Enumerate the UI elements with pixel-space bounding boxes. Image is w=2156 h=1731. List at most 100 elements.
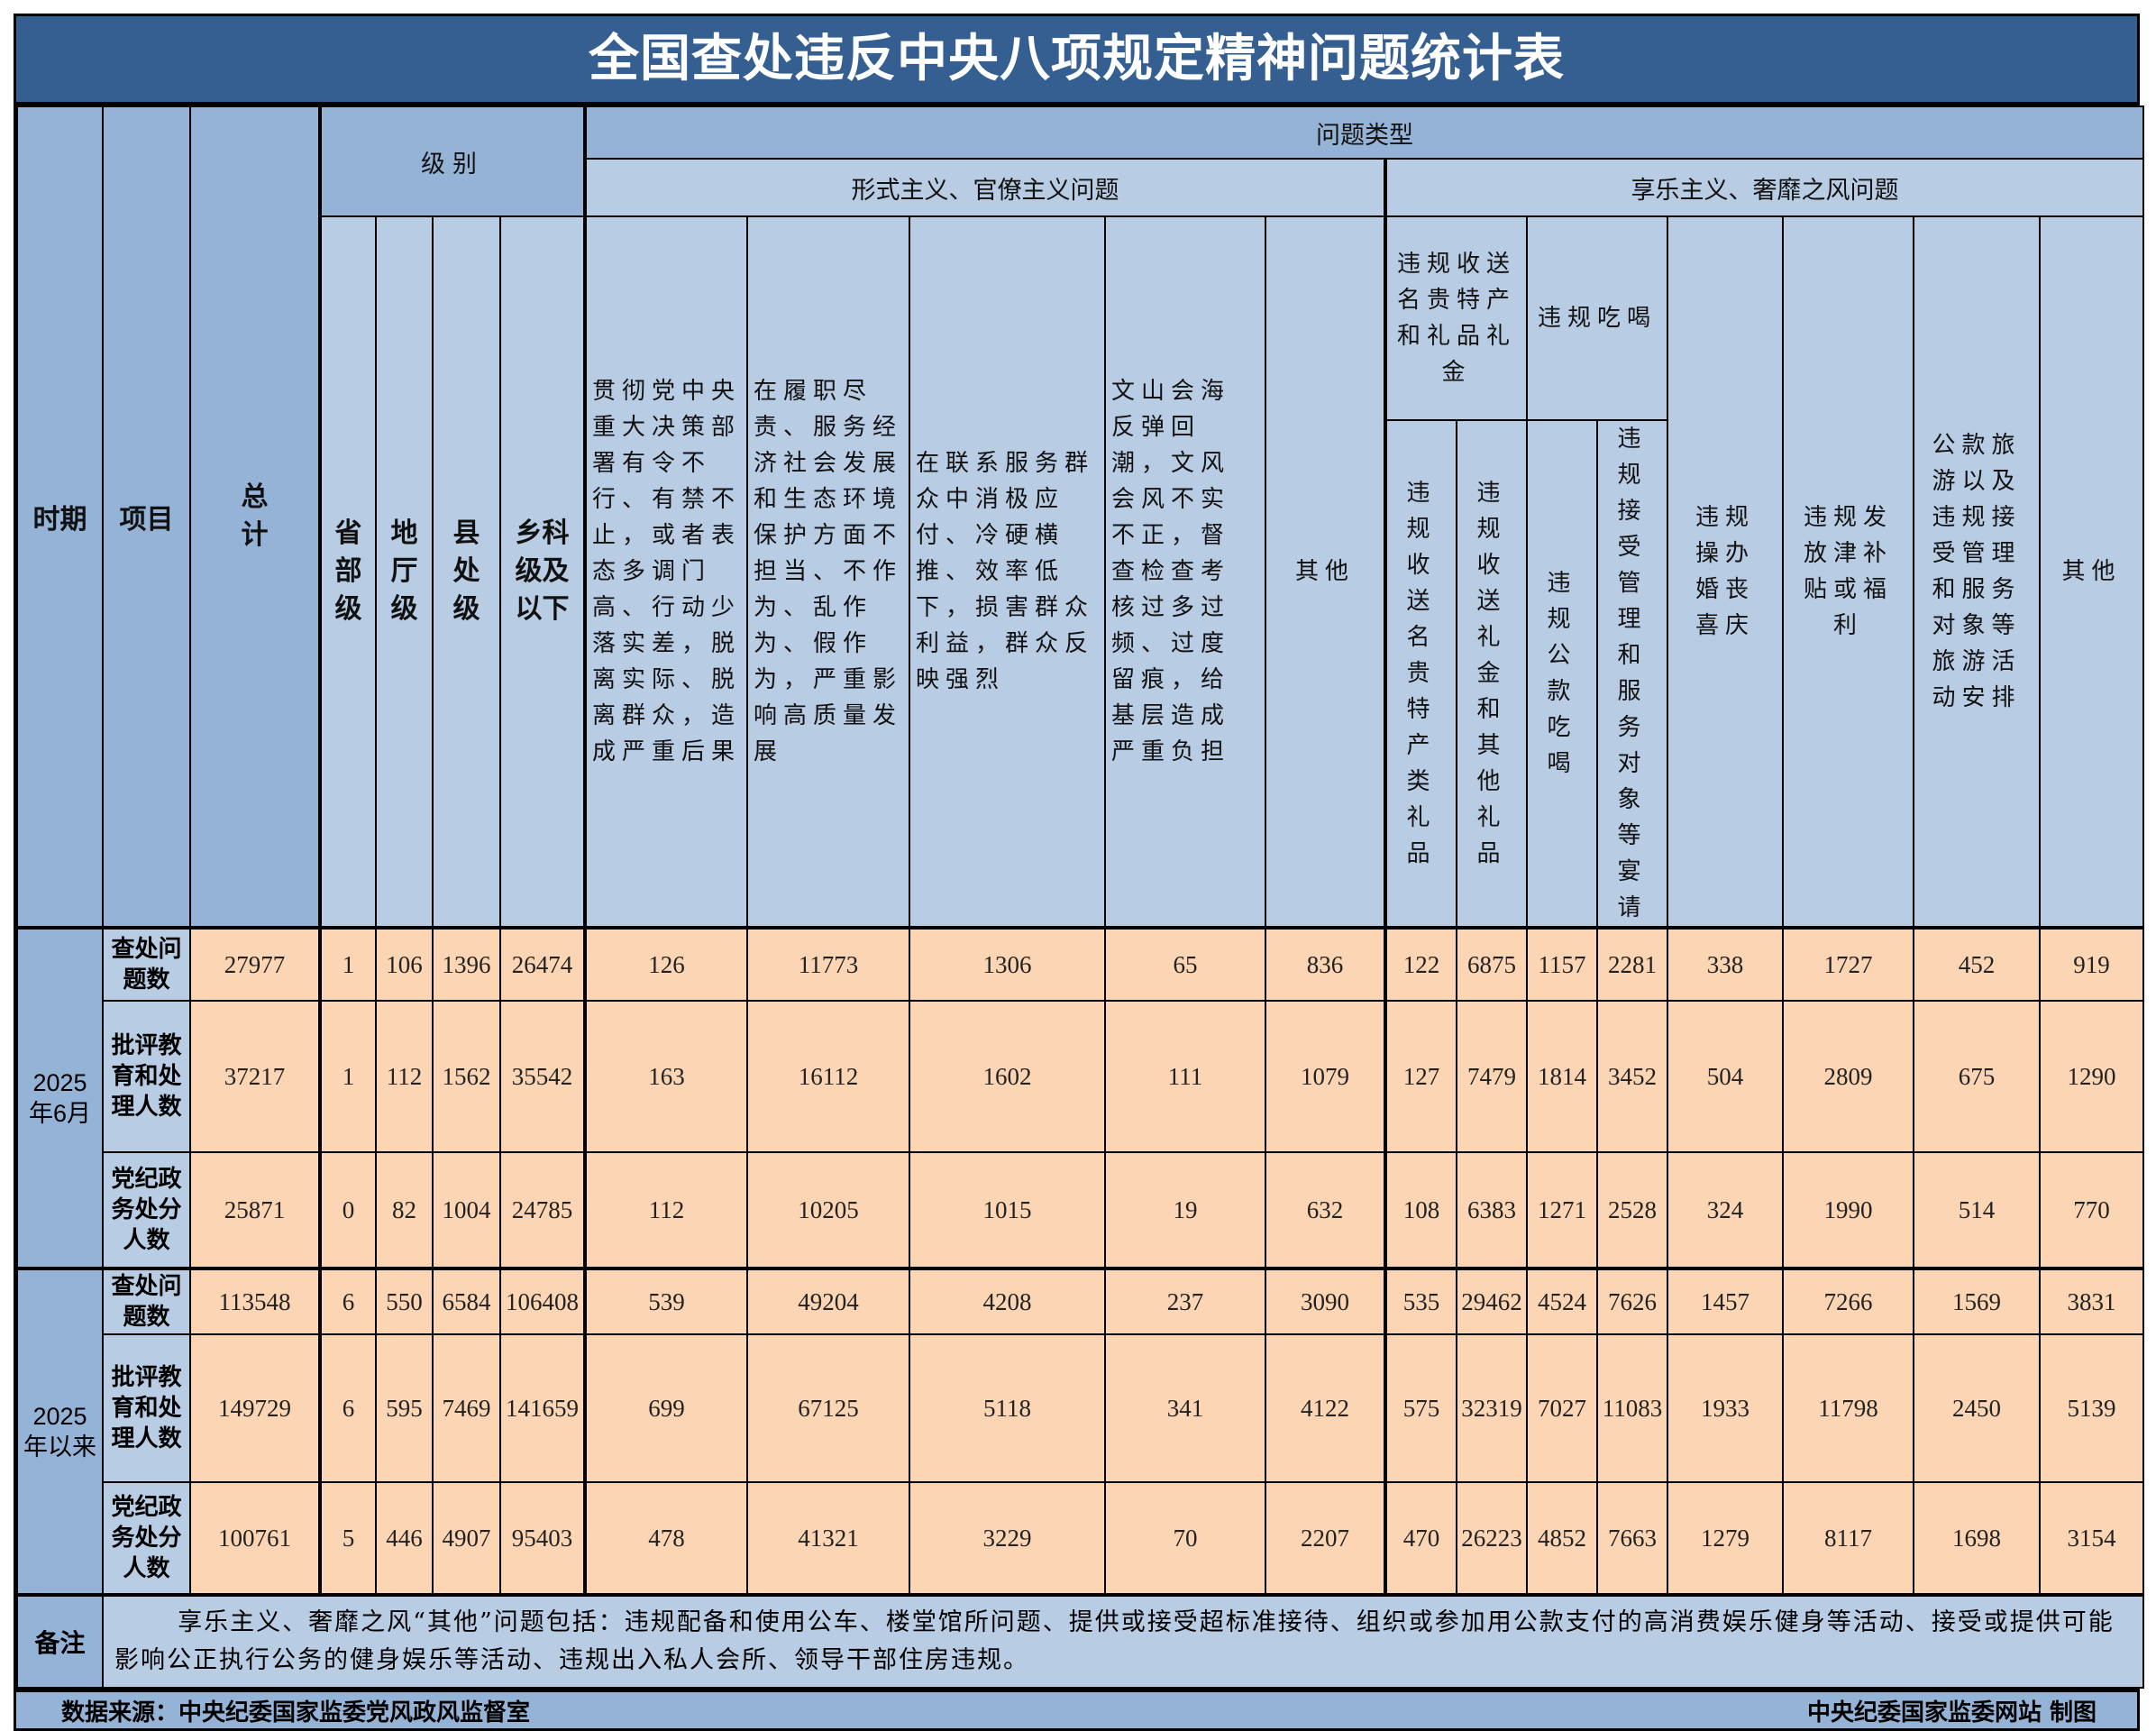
row-item-label: 批评教育和处理人数 — [102, 1000, 191, 1153]
value-cell: 1727 — [1782, 927, 1914, 1002]
header-dining: 违规吃喝 — [1526, 215, 1668, 421]
total-cell: 25871 — [189, 1151, 321, 1269]
value-cell: 341 — [1104, 1333, 1266, 1483]
value-cell: 7663 — [1596, 1481, 1668, 1596]
footer: 数据来源：中央纪委国家监委党风政风监督室 中央纪委国家监委网站 制图 — [16, 1689, 2137, 1728]
value-cell: 5139 — [2038, 1333, 2145, 1483]
value-cell: 126 — [583, 927, 748, 1002]
value-cell: 111 — [1104, 1000, 1266, 1153]
value-cell: 6 — [318, 1333, 377, 1483]
value-cell: 7027 — [1526, 1333, 1598, 1483]
header-level: 级别 — [318, 105, 586, 217]
row-item-label: 党纪政务处分人数 — [102, 1151, 191, 1269]
value-cell: 1569 — [1913, 1268, 2041, 1335]
value-cell: 0 — [318, 1151, 377, 1269]
row-item-label: 党纪政务处分人数 — [102, 1481, 191, 1596]
value-cell: 163 — [583, 1000, 748, 1153]
value-cell: 1079 — [1265, 1000, 1386, 1153]
value-cell: 324 — [1667, 1151, 1784, 1269]
value-cell: 7266 — [1782, 1268, 1914, 1335]
value-cell: 5118 — [909, 1333, 1106, 1483]
value-cell: 1602 — [909, 1000, 1106, 1153]
table-row: 党纪政务处分人数 25871 0 82 1004 24785 112 10205 1015 19 6… — [17, 1151, 2145, 1269]
data-source: 数据来源：中央纪委国家监委党风政风监督室 — [61, 1699, 531, 1726]
statistics-sheet: 全国查处违反中央八项规定精神问题统计表 时期 项目 总计 级别 问题类型 形式主… — [14, 14, 2145, 1731]
table-row: 党纪政务处分人数 100761 5 446 4907 95403 478 41321 3229 7… — [17, 1481, 2145, 1596]
value-cell: 4907 — [432, 1481, 501, 1596]
period-label: 2025年6月 — [16, 927, 104, 1269]
header-weddings-funerals: 违规操办婚丧喜庆 — [1667, 215, 1784, 929]
value-cell: 237 — [1104, 1268, 1266, 1335]
value-cell: 1562 — [432, 1000, 501, 1153]
value-cell: 699 — [583, 1333, 748, 1483]
value-cell: 1698 — [1913, 1481, 2041, 1596]
value-cell: 1290 — [2038, 1000, 2145, 1153]
value-cell: 8117 — [1782, 1481, 1914, 1596]
value-cell: 19 — [1104, 1151, 1266, 1269]
value-cell: 6383 — [1456, 1151, 1528, 1269]
value-cell: 539 — [583, 1268, 748, 1335]
value-cell: 1457 — [1667, 1268, 1784, 1335]
period-label: 2025年以来 — [16, 1268, 104, 1596]
value-cell: 11083 — [1596, 1333, 1668, 1483]
header-level-township: 乡科级及以下 — [499, 215, 586, 929]
value-cell: 675 — [1913, 1000, 2041, 1153]
table-row: 批评教育和处理人数 149729 6 595 7469 141659 699 67125 511… — [17, 1333, 2145, 1483]
value-cell: 3452 — [1596, 1000, 1668, 1153]
header-formalism-other: 其他 — [1265, 215, 1386, 929]
value-cell: 452 — [1913, 927, 2041, 1002]
value-cell: 1814 — [1526, 1000, 1598, 1153]
value-cell: 29462 — [1456, 1268, 1528, 1335]
value-cell: 32319 — [1456, 1333, 1528, 1483]
header-dining-public-funds: 违规公款吃喝 — [1526, 419, 1598, 929]
value-cell: 82 — [375, 1151, 434, 1269]
table-row: 批评教育和处理人数 37217 1 112 1562 35542 163 16112 1602 1… — [17, 1000, 2145, 1153]
value-cell: 106 — [375, 927, 434, 1002]
value-cell: 4122 — [1265, 1333, 1386, 1483]
value-cell: 141659 — [499, 1333, 586, 1483]
value-cell: 95403 — [499, 1481, 586, 1596]
value-cell: 1933 — [1667, 1333, 1784, 1483]
value-cell: 1279 — [1667, 1481, 1784, 1596]
value-cell: 11773 — [746, 927, 910, 1002]
value-cell: 35542 — [499, 1000, 586, 1153]
header-formalism-2: 在履职尽责、服务经济社会发展和生态环境保护方面不担当、不作为、乱作为、假作为，严… — [746, 215, 910, 929]
header-allowances: 违规发放津补贴或福利 — [1782, 215, 1914, 929]
value-cell: 4852 — [1526, 1481, 1598, 1596]
value-cell: 6584 — [432, 1268, 501, 1335]
value-cell: 1990 — [1782, 1151, 1914, 1269]
header-level-prefectural: 地厅级 — [375, 215, 434, 929]
value-cell: 514 — [1913, 1151, 2041, 1269]
value-cell: 16112 — [746, 1000, 910, 1153]
value-cell: 2207 — [1265, 1481, 1386, 1596]
value-cell: 11798 — [1782, 1333, 1914, 1483]
value-cell: 550 — [375, 1268, 434, 1335]
value-cell: 4208 — [909, 1268, 1106, 1335]
value-cell: 2809 — [1782, 1000, 1914, 1153]
value-cell: 1 — [318, 927, 377, 1002]
value-cell: 7469 — [432, 1333, 501, 1483]
value-cell: 10205 — [746, 1151, 910, 1269]
value-cell: 127 — [1384, 1000, 1457, 1153]
value-cell: 1015 — [909, 1151, 1106, 1269]
table-row: 2025年6月 查处问题数 27977 1 106 1396 26474 126 11773 13… — [16, 927, 2145, 1269]
value-cell: 1004 — [432, 1151, 501, 1269]
value-cell: 7479 — [1456, 1000, 1528, 1153]
value-cell: 2528 — [1596, 1151, 1668, 1269]
total-cell: 113548 — [189, 1268, 321, 1335]
value-cell: 770 — [2038, 1151, 2145, 1269]
header-level-provincial: 省部级 — [318, 215, 377, 929]
value-cell: 836 — [1265, 927, 1386, 1002]
header-formalism-1: 贯彻党中央重大决策部署有令不行、有禁不止，或者表态多调门高、行动少落实差，脱离实… — [583, 215, 748, 929]
header-gifts-specialties: 违规收送名贵特产类礼品 — [1384, 419, 1457, 929]
header-hedonism-group: 享乐主义、奢靡之风问题 — [1383, 158, 2145, 217]
statistics-table: 时期 项目 总计 级别 问题类型 形式主义、官僚主义问题 享乐主义、奢靡之风问题… — [16, 105, 2145, 1689]
table-row: 2025年以来 查处问题数 113548 6 550 6584 106408 539 49204… — [16, 1268, 2145, 1596]
value-cell: 1396 — [432, 927, 501, 1002]
value-cell: 70 — [1104, 1481, 1266, 1596]
header-formalism-4: 文山会海反弹回潮，文风会风不实不正，督查检查考核过多过频、过度留痕，给基层造成严… — [1104, 215, 1266, 929]
value-cell: 3154 — [2038, 1481, 2145, 1596]
value-cell: 470 — [1384, 1481, 1457, 1596]
value-cell: 3090 — [1265, 1268, 1386, 1335]
value-cell: 2281 — [1596, 927, 1668, 1002]
